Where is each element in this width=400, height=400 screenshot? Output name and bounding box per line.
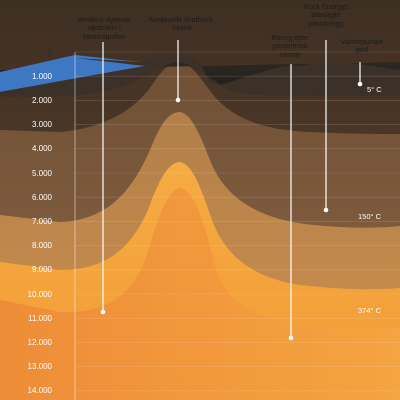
depth-label: 8.000 bbox=[31, 241, 52, 251]
depth-label: 5.000 bbox=[31, 168, 52, 178]
label-nesjavellir: Nesjavellir Kraftverk, Island bbox=[149, 15, 215, 33]
temp-5: 5° C bbox=[367, 85, 382, 94]
depth-label: 7.000 bbox=[31, 216, 52, 226]
nesjavellir-end bbox=[175, 97, 181, 103]
depth-label: 2.000 bbox=[31, 95, 52, 105]
depth-label: 13.000 bbox=[27, 362, 52, 372]
label-geothermal-drilling: Boring etter geotermisk varme bbox=[271, 33, 309, 59]
depth-label: 9.000 bbox=[31, 265, 52, 275]
temp-374: 374° C bbox=[358, 306, 382, 315]
depth-gridlines bbox=[75, 51, 400, 392]
depth-label: 11.000 bbox=[28, 313, 52, 323]
heat-pump-end bbox=[357, 81, 363, 87]
depth-label: 12.000 bbox=[27, 337, 52, 347]
depth-label: 6.000 bbox=[31, 192, 52, 202]
rock-energy-end bbox=[323, 207, 329, 213]
label-heat-pump: Varmepumpe jord bbox=[340, 37, 384, 55]
geothermal-drilling-end bbox=[288, 335, 294, 341]
label-rock-energy: Rock Energys planlagte pilotanlegg bbox=[303, 2, 349, 28]
depth-label: 4.000 bbox=[31, 144, 52, 154]
depth-label: 1.000 bbox=[31, 71, 52, 81]
depth-label: 0 bbox=[47, 47, 52, 57]
temp-150: 150° C bbox=[358, 212, 382, 221]
oil-well-end bbox=[100, 309, 106, 315]
sea bbox=[0, 55, 145, 92]
depth-label: 10.000 bbox=[27, 289, 52, 299]
depth-label: 14.000 bbox=[27, 386, 52, 396]
terrain bbox=[0, 54, 400, 97]
label-oil-well: Verdens dypeste oljebrønn i Mexicogulfen bbox=[77, 15, 131, 41]
depth-label: 3.000 bbox=[31, 120, 52, 130]
